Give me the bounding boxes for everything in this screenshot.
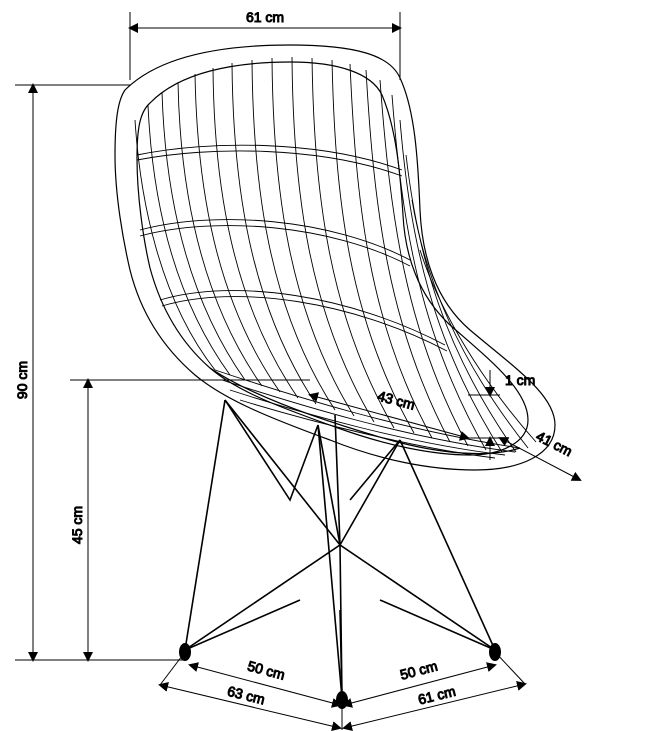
dim-leg-inner-side: 50 cm <box>398 658 439 683</box>
dim-seat-drop: 1 cm <box>505 372 535 388</box>
dim-leg-inner-front: 50 cm <box>246 658 287 683</box>
wire-legs <box>185 400 495 698</box>
dim-seat-height: 45 cm <box>69 506 85 544</box>
seat-shell-outer <box>115 45 555 470</box>
dim-leg-outer-front: 63 cm <box>226 683 267 708</box>
dim-seat-depth: 43 cm <box>376 388 417 413</box>
dim-leg-outer-side: 61 cm <box>416 683 457 708</box>
backrest-inner-rim <box>137 62 528 455</box>
chair-dimension-diagram: 90 cm 45 cm 61 cm 43 cm 1 cm 41 cm 50 cm… <box>0 0 649 731</box>
diagram-svg: 90 cm 45 cm 61 cm 43 cm 1 cm 41 cm 50 cm… <box>0 0 649 731</box>
dim-total-height: 90 cm <box>14 361 30 399</box>
chair-outline <box>115 45 555 470</box>
rattan-ribs <box>135 57 536 452</box>
dimension-lines: 90 cm 45 cm 61 cm 43 cm 1 cm 41 cm 50 cm… <box>14 9 580 730</box>
dim-top-width: 61 cm <box>246 9 284 25</box>
